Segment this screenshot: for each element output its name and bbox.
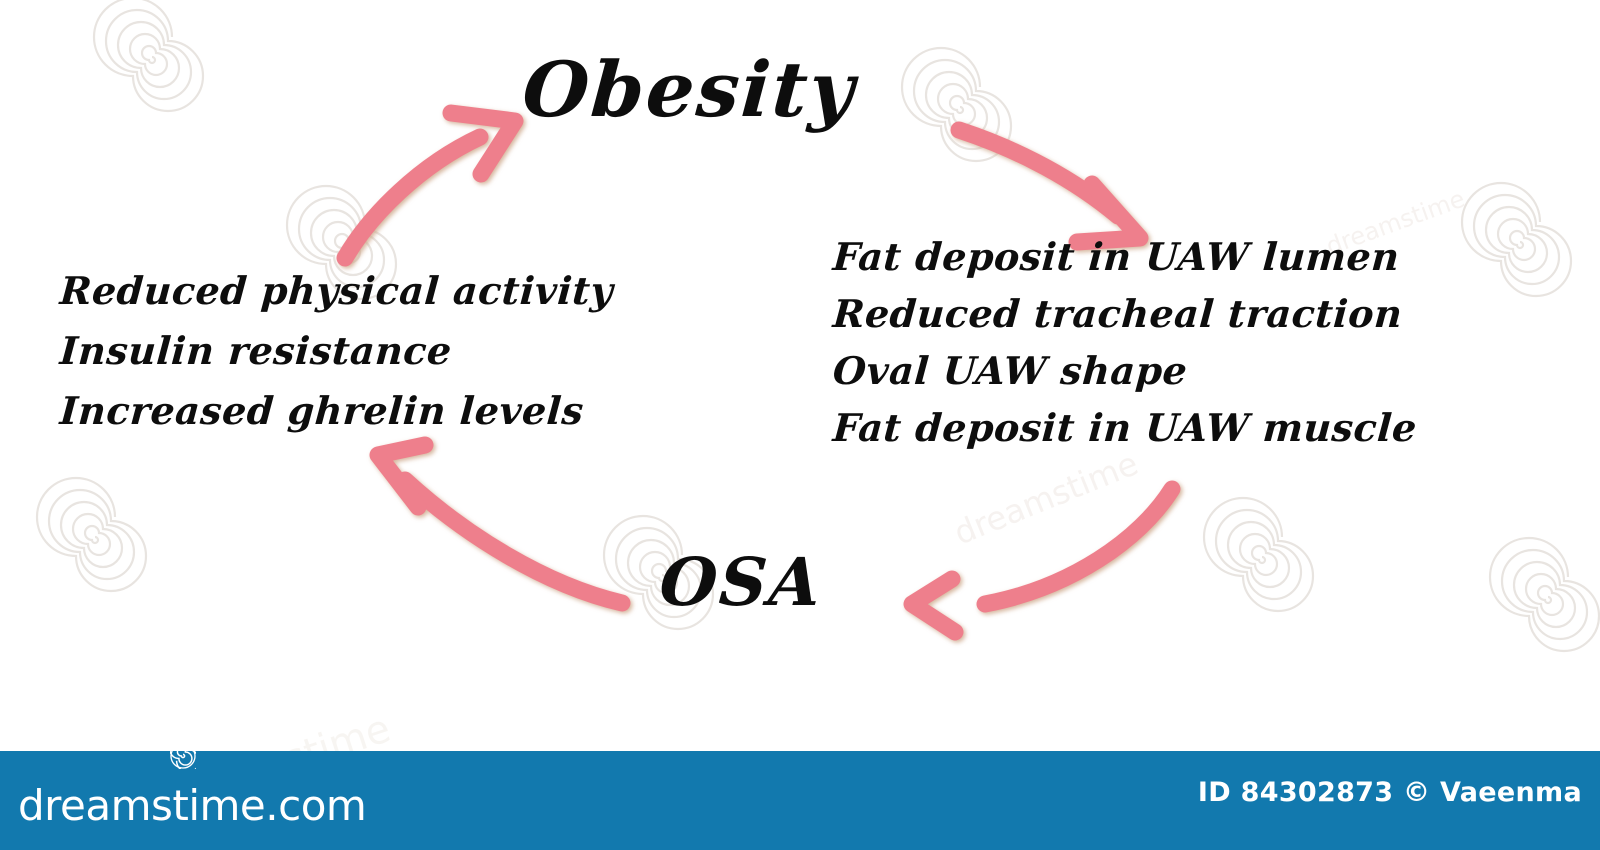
arrow-obesity-to-right [950,121,1149,251]
right-factor-list: Fat deposit in UAW lumen Reduced trachea… [831,234,1419,466]
arrow-right-to-osa [903,480,1181,641]
arrow-osa-to-left [369,436,631,612]
footer-watermark-bar: dreamstime.com ID 84302873 © Vaeenma [0,743,1600,850]
list-item: Insulin resistance [58,328,454,373]
spiral-icon [170,743,196,769]
dreamstime-logo[interactable]: dreamstime.com [18,743,367,830]
node-obesity: Obesity [519,45,859,134]
list-item: Reduced tracheal traction [831,291,1404,336]
image-credit: ID 84302873 © Vaeenma [1197,777,1582,808]
list-item: Fat deposit in UAW lumen [831,234,1402,279]
arrow-left-to-obesity [336,104,524,267]
list-item: Reduced physical activity [58,268,615,313]
list-item: Fat deposit in UAW muscle [831,405,1419,450]
dreamstime-logo-text: dreamstime.com [18,781,367,830]
list-item: Increased ghrelin levels [58,388,586,433]
left-factor-list: Reduced physical activity Insulin resist… [58,268,615,452]
node-osa: OSA [657,543,826,621]
list-item: Oval UAW shape [831,348,1190,393]
